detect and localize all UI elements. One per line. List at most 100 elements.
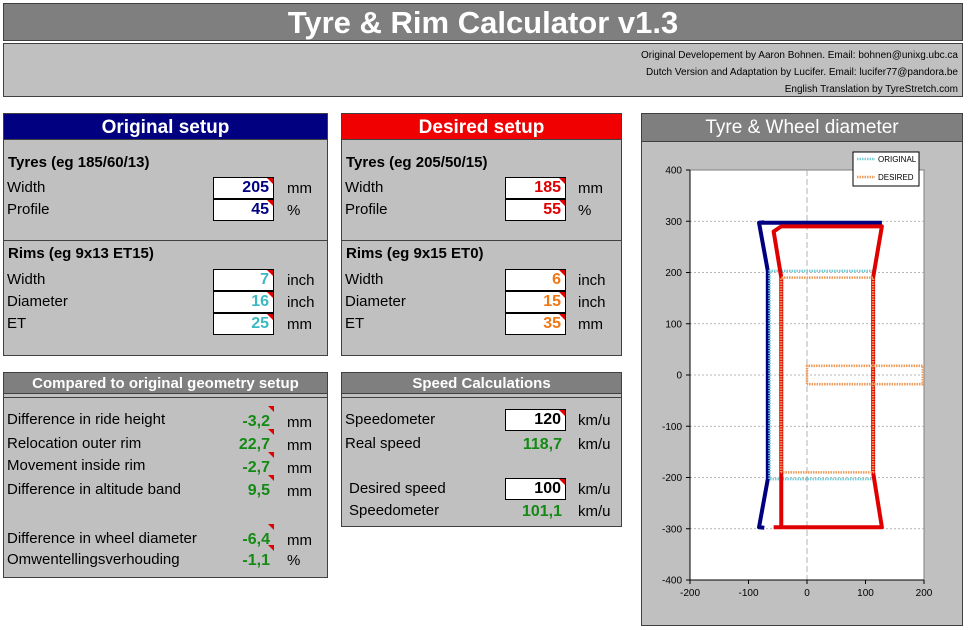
speedometer-label: Speedometer [345, 411, 436, 428]
comment-flag-icon [268, 475, 274, 481]
speed-divider [341, 397, 622, 398]
comparison-label-wheel-diameter: Difference in wheel diameter [7, 530, 197, 547]
comparison-label-outer-rim: Relocation outer rim [7, 435, 142, 452]
comparison-value-wheel-diameter: -6,4 [242, 531, 270, 548]
y-tick-label: -300 [662, 524, 682, 535]
comparison-value-altitude-band: 9,5 [247, 482, 270, 499]
original-rim-width-input[interactable]: 7 [213, 269, 274, 291]
credits-panel: Original Developement by Aaron Bohnen. E… [3, 43, 963, 97]
comparison-value-ride-height: -3,2 [242, 413, 270, 430]
credit-line-3: English Translation by TyreStretch.com [784, 84, 958, 95]
comparison-unit-ride-height: mm [287, 414, 312, 431]
comparison-label-rotation-ratio: Omwentellingsverhouding [7, 551, 180, 568]
speedometer2-value: 101,1 [521, 503, 562, 520]
comparison-heading: Compared to original geometry setup [3, 372, 328, 394]
original-profile-label: Profile [7, 201, 50, 218]
comment-flag-icon [268, 545, 274, 551]
comparison-label-ride-height: Difference in ride height [7, 411, 166, 428]
comparison-panel [3, 372, 328, 578]
desired-profile-unit: % [578, 202, 592, 219]
comparison-value-rotation-ratio: -1,1 [242, 552, 270, 569]
comment-flag-icon [268, 406, 274, 412]
desired-tyres-heading: Tyres (eg 205/50/15) [346, 154, 488, 171]
desired-rim-width-unit: inch [578, 272, 606, 289]
original-diameter-unit: inch [287, 294, 315, 311]
original-tyre-width-unit: mm [287, 180, 312, 197]
comparison-unit-wheel-diameter: mm [287, 532, 312, 549]
comparison-value-outer-rim: 22,7 [238, 436, 270, 453]
series-desired-hub [805, 364, 925, 386]
desired-rim-width-label: Width [345, 271, 384, 288]
real-speed-value: 118,7 [522, 436, 562, 453]
original-et-unit: mm [287, 316, 312, 333]
desired-diameter-input[interactable]: 15 [505, 291, 566, 313]
comparison-value-inside-rim: -2,7 [242, 459, 270, 476]
original-et-label: ET [7, 315, 27, 332]
speedometer2-label: Speedometer [349, 502, 440, 519]
original-tyres-heading: Tyres (eg 185/60/13) [8, 154, 150, 171]
comparison-divider [3, 397, 328, 398]
original-tyre-width-label: Width [7, 179, 46, 196]
legend-box [852, 151, 920, 187]
y-tick-label: 100 [665, 319, 682, 330]
x-tick-label: -200 [680, 588, 700, 599]
desired-rim-width-input[interactable]: 6 [505, 269, 566, 291]
y-tick-label: 200 [665, 268, 682, 279]
desired-tyre-width-unit: mm [578, 180, 603, 197]
legend-label-original: ORIGINAL [878, 155, 917, 164]
credit-line-1: Original Developement by Aaron Bohnen. E… [640, 50, 958, 61]
original-diameter-input[interactable]: 16 [213, 291, 274, 313]
desired-speed-label: Desired speed [349, 480, 446, 497]
desired-setup-panel [341, 113, 622, 356]
original-rim-width-label: Width [7, 271, 46, 288]
comparison-unit-outer-rim: mm [287, 437, 312, 454]
desired-tyre-width-label: Width [345, 179, 384, 196]
credit-line-2: Dutch Version and Adaptation by Lucifer.… [645, 67, 958, 78]
original-rim-width-unit: inch [287, 272, 315, 289]
speedometer2-unit: km/u [578, 503, 611, 520]
x-tick-label: 0 [804, 588, 810, 599]
diagram-heading: Tyre & Wheel diameter [641, 113, 963, 142]
app-title: Tyre & Rim Calculator v1.3 [3, 3, 963, 41]
desired-diameter-label: Diameter [345, 293, 406, 310]
desired-diameter-unit: inch [578, 294, 606, 311]
desired-setup-heading: Desired setup [341, 113, 622, 140]
y-tick-label: 300 [665, 217, 682, 228]
original-profile-input[interactable]: 45 [213, 199, 274, 221]
desired-tyre-width-input[interactable]: 185 [505, 177, 566, 199]
original-setup-heading: Original setup [3, 113, 328, 140]
speedometer-input[interactable]: 120 [505, 409, 566, 431]
original-tyre-width-input[interactable]: 205 [213, 177, 274, 199]
series-desired-tyre [771, 224, 884, 530]
desired-divider [341, 240, 622, 241]
desired-profile-input[interactable]: 55 [505, 199, 566, 221]
desired-speed-input[interactable]: 100 [505, 478, 566, 500]
speedometer-unit: km/u [578, 412, 611, 429]
real-speed-unit: km/u [578, 436, 611, 453]
comparison-unit-inside-rim: mm [287, 460, 312, 477]
comment-flag-icon [268, 429, 274, 435]
x-tick-label: 100 [857, 588, 874, 599]
real-speed-label: Real speed [345, 435, 421, 452]
comment-flag-icon [268, 452, 274, 458]
original-profile-unit: % [287, 202, 301, 219]
speed-heading: Speed Calculations [341, 372, 622, 394]
comparison-label-altitude-band: Difference in altitude band [7, 481, 182, 498]
original-et-input[interactable]: 25 [213, 313, 274, 335]
x-tick-label: -100 [738, 588, 758, 599]
comment-flag-icon [268, 524, 274, 530]
comparison-unit-rotation-ratio: % [287, 552, 301, 569]
y-tick-label: -100 [662, 422, 682, 433]
desired-et-label: ET [345, 315, 365, 332]
original-rims-heading: Rims (eg 9x13 ET15) [8, 245, 154, 262]
desired-et-unit: mm [578, 316, 603, 333]
original-setup-panel [3, 113, 328, 356]
desired-rims-heading: Rims (eg 9x15 ET0) [346, 245, 484, 262]
y-tick-label: 0 [676, 371, 682, 382]
series-original-rim [768, 269, 875, 481]
desired-et-input[interactable]: 35 [505, 313, 566, 335]
legend-label-desired: DESIRED [878, 173, 914, 182]
comparison-label-inside-rim: Movement inside rim [7, 457, 146, 474]
y-tick-label: -400 [662, 576, 682, 587]
